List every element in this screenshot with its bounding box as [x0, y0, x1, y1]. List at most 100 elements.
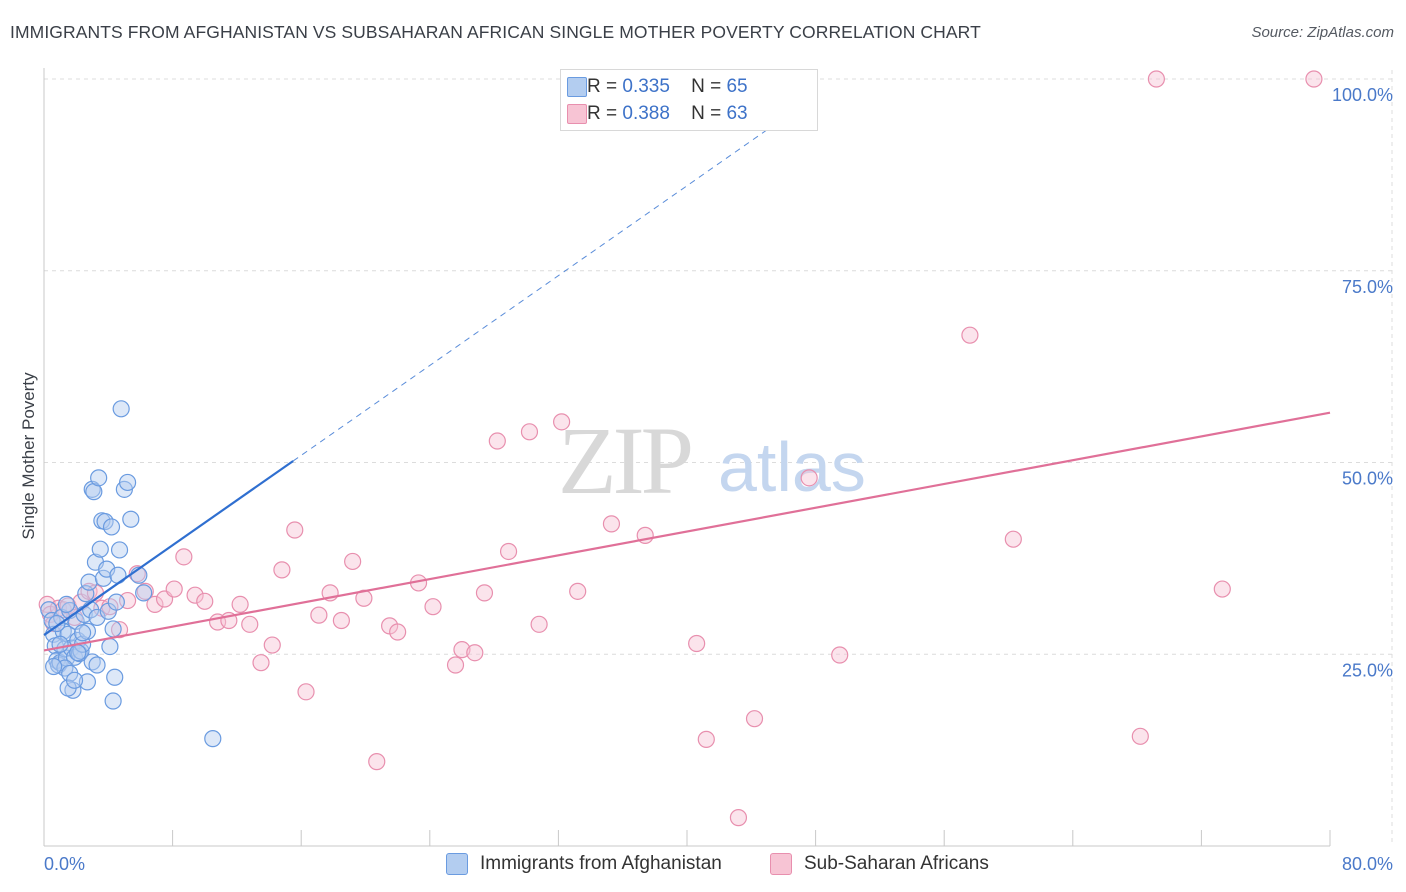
afghanistan-point: [40, 601, 58, 619]
bottom-legend-subsaharan: Sub-Saharan Africans: [770, 852, 989, 876]
afghanistan-point: [94, 569, 113, 587]
sub-saharan-point: [520, 423, 539, 441]
afghanistan-point: [204, 730, 222, 748]
afghanistan-point: [118, 473, 137, 492]
chart-title: IMMIGRANTS FROM AFGHANISTAN VS SUBSAHARA…: [10, 22, 981, 42]
afghanistan-point: [78, 673, 97, 691]
blue-swatch-icon: [446, 853, 468, 875]
y-tick-label: 50.0%: [1342, 469, 1393, 489]
afghanistan-point: [90, 469, 108, 487]
bottom-legend-label: Sub-Saharan Africans: [804, 853, 989, 874]
sub-saharan-point: [389, 623, 407, 641]
sub-saharan-point: [165, 580, 183, 598]
legend-n-label: N =: [691, 103, 722, 124]
afghanistan-point: [57, 595, 76, 613]
sub-saharan-point: [688, 634, 706, 653]
sub-saharan-point: [446, 656, 465, 674]
legend-row-subsaharan: R = 0.388 N = 63: [567, 101, 748, 127]
afghanistan-point: [135, 584, 153, 602]
sub-saharan-point: [800, 469, 818, 487]
bottom-legend-afghanistan: Immigrants from Afghanistan: [446, 852, 722, 876]
sub-saharan-point: [475, 584, 494, 602]
sub-saharan-point: [1213, 580, 1231, 598]
sub-saharan-point: [1147, 70, 1165, 88]
gridlines: [44, 70, 1393, 846]
sub-saharan-point: [231, 595, 249, 613]
afghanistan-point: [112, 400, 130, 418]
y-axis-label: Single Mother Poverty: [19, 372, 38, 540]
sub-saharan-point: [297, 683, 315, 701]
legend-r-value: 0.388: [622, 103, 670, 124]
sub-saharan-point: [1305, 70, 1323, 88]
afghanistan-point: [65, 671, 84, 689]
x-tick-label: 80.0%: [1342, 854, 1393, 874]
pink-swatch-icon: [567, 104, 587, 124]
afghanistan-trend-line: [43, 460, 294, 636]
afghanistan-trend-extension: [292, 95, 816, 462]
afghanistan-point: [104, 620, 122, 638]
sub-saharan-point: [241, 615, 259, 633]
afghanistan-point: [110, 541, 129, 559]
trend-lines: [43, 95, 1331, 652]
y-tick-label: 75.0%: [1342, 277, 1393, 297]
sub-saharan-point: [530, 615, 548, 633]
sub-saharan-point: [569, 582, 587, 600]
legend-r-label: R =: [587, 76, 618, 97]
sub-saharan-point: [368, 753, 386, 771]
afghanistan-point: [51, 635, 69, 653]
sub-saharan-point: [453, 641, 471, 659]
sub-saharan-point: [488, 432, 506, 450]
y-tick-label: 25.0%: [1342, 660, 1393, 680]
sub-saharan-point: [175, 548, 193, 566]
afghanistan-point: [45, 657, 63, 676]
correlation-legend: R = 0.335 N = 65 R = 0.388 N = 63: [560, 69, 818, 131]
watermark-zip: ZIP: [558, 407, 691, 514]
sub-saharan-point: [499, 542, 518, 561]
tick-labels: 25.0% 50.0% 75.0% 100.0% 0.0% 80.0%: [44, 85, 1393, 874]
sub-saharan-point: [286, 521, 304, 539]
afghanistan-point: [109, 566, 127, 584]
legend-r-label: R =: [587, 103, 618, 124]
sub-saharan-point: [424, 598, 442, 616]
sub-saharan-point: [273, 561, 291, 579]
sub-saharan-point: [553, 413, 571, 431]
legend-n-value: 65: [726, 76, 748, 97]
afghanistan-point: [69, 644, 87, 662]
afghanistan-point: [73, 624, 92, 642]
sub-saharan-point: [466, 644, 484, 662]
sub-saharan-point: [961, 326, 979, 344]
sub-saharan-point: [263, 636, 281, 654]
legend-n-label: N =: [691, 76, 722, 97]
afghanistan-point: [101, 637, 119, 656]
legend-row-afghanistan: R = 0.335 N = 65: [567, 74, 748, 100]
afghanistan-point: [122, 510, 140, 528]
afghanistan-point: [102, 518, 121, 536]
afghanistan-point: [80, 573, 98, 591]
axes: [43, 68, 1331, 847]
y-tick-label: 100.0%: [1332, 85, 1393, 105]
sub-saharan-point: [252, 654, 270, 672]
legend-r-value: 0.335: [622, 76, 670, 97]
afghanistan-point: [91, 540, 109, 558]
sub-saharan-point: [831, 646, 849, 664]
sub-saharan-point: [344, 552, 362, 571]
sub-saharan-point: [332, 611, 350, 630]
sub-saharan-point: [745, 710, 764, 728]
sub-saharan-point: [602, 515, 621, 533]
sub-saharan-point: [110, 621, 129, 639]
sub-saharan-point: [186, 586, 204, 604]
bottom-legend-label: Immigrants from Afghanistan: [480, 853, 722, 874]
afghanistan-point: [106, 668, 124, 686]
afghanistan-point: [83, 653, 101, 671]
afghanistan-point: [88, 656, 106, 674]
source-credit: Source: ZipAtlas.com: [1251, 24, 1394, 41]
x-tick-label: 0.0%: [44, 854, 85, 874]
sub-saharan-point: [1004, 530, 1022, 548]
legend-n-value: 63: [726, 103, 748, 124]
sub-saharan-point: [146, 595, 164, 613]
sub-saharan-point: [196, 592, 214, 610]
blue-swatch-icon: [567, 77, 587, 97]
sub-saharan-point: [310, 606, 328, 624]
pink-swatch-icon: [770, 853, 792, 875]
